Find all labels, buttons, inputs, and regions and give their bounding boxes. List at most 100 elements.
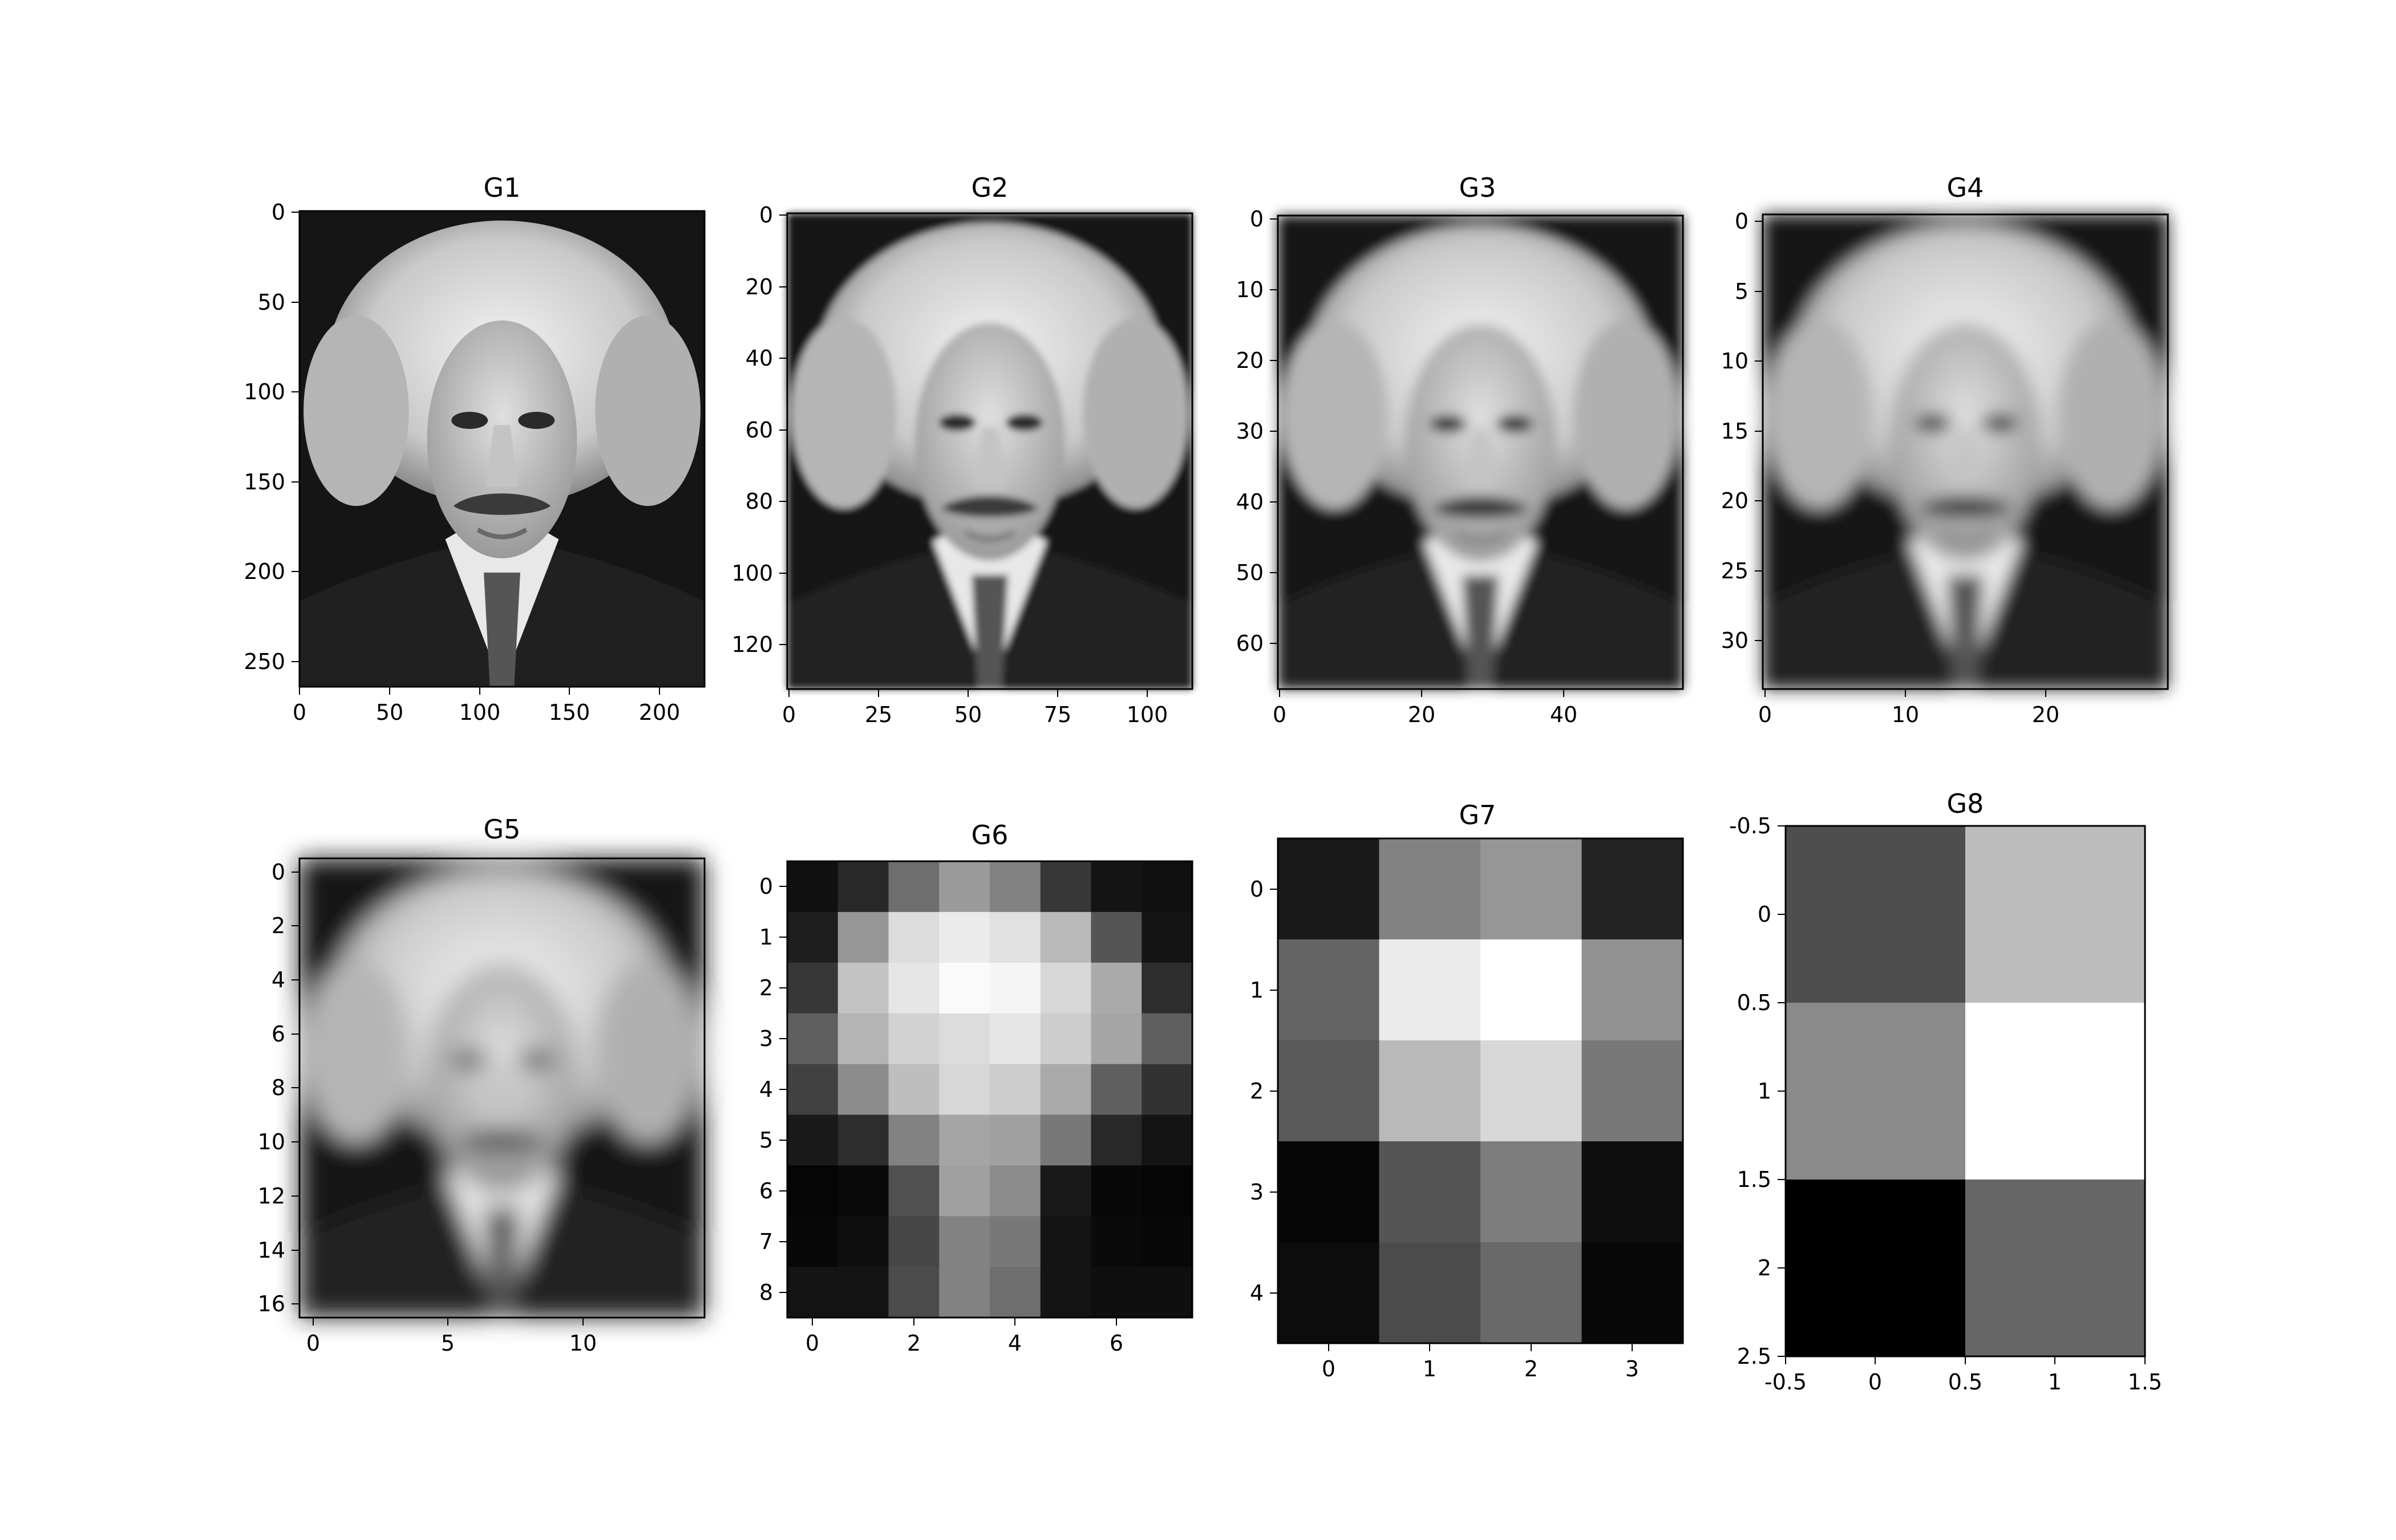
g3-ytick-label: 60 [1236,631,1264,656]
g8-ytick-label: 0.5 [1737,990,1771,1015]
subplot-g6: G6 0 2 4 6 0 1 2 3 4 5 6 7 8 [759,820,1193,1356]
heatmap-cell [1040,1165,1092,1217]
g6-yticks: 0 1 2 3 4 5 6 7 8 [759,874,787,1305]
g6-title: G6 [972,820,1009,850]
heatmap-cell [888,1267,940,1318]
g8-ytick-label: 2 [1758,1255,1771,1280]
g4-image [1763,214,2168,689]
heatmap-cell [1142,1064,1193,1116]
g8-yticks: -0.5 0 0.5 1 1.5 2 2.5 [1729,813,1786,1369]
heatmap-cell [990,1216,1041,1267]
g8-title: G8 [1947,788,1984,819]
g4-axes-frame [1762,213,2169,690]
heatmap-cell [1965,1180,2146,1357]
heatmap-cell [837,1267,889,1318]
heatmap-cell [1040,962,1092,1014]
heatmap-cell [888,1013,940,1065]
heatmap-cell [1278,1040,1380,1142]
g8-xtick-label: 1 [2048,1369,2062,1395]
heatmap-cell [1278,838,1380,940]
g6-ytick-label: 7 [759,1229,773,1254]
g1-image [300,211,705,687]
g7-yticks: 0 1 2 3 4 [1250,877,1278,1306]
heatmap-cell [1091,1216,1142,1267]
g5-yticks: 0 2 4 6 8 10 12 14 16 [258,860,300,1316]
heatmap-cell [939,1267,990,1318]
subplot-g7: G7 0 1 2 3 0 1 2 3 4 [1250,800,1684,1381]
g2-xtick-label: 100 [1127,702,1168,727]
g1-xtick-label: 200 [639,700,681,725]
g3-ytick-label: 50 [1236,560,1264,585]
heatmap-cell [888,1115,940,1166]
heatmap-cell [1581,1242,1683,1344]
g5-ytick-label: 16 [258,1291,285,1316]
g8-ytick-label: 0 [1758,902,1771,927]
heatmap-cell [1091,1115,1142,1166]
g7-ytick-label: 2 [1250,1079,1264,1104]
g1-xtick-label: 50 [376,700,403,725]
heatmap-cell [888,1216,940,1267]
g2-ytick-label: 100 [731,561,773,586]
g1-yticks: 0 50 100 150 200 250 [244,200,300,674]
g7-xtick-label: 1 [1423,1356,1436,1381]
g2-ytick-label: 20 [746,274,773,299]
g5-ytick-label: 2 [272,913,285,938]
g6-heatmap-cells [787,861,1193,1318]
heatmap-cell [939,861,990,913]
g6-ytick-label: 5 [759,1128,773,1153]
g3-xtick-label: 40 [1550,702,1577,727]
g3-axes-frame [1277,214,1684,690]
heatmap-cell [939,1013,990,1065]
heatmap-cell [787,1115,839,1166]
heatmap-cell [1786,826,1966,1003]
heatmap-cell [1278,1141,1380,1243]
subplot-g5: G5 0 5 10 0 2 4 6 8 10 12 14 16 [258,814,706,1356]
g1-xticks: 0 50 100 150 200 [293,687,680,725]
heatmap-cell [1480,939,1583,1041]
heatmap-cell [939,1216,990,1267]
heatmap-cell [787,1216,839,1267]
g8-heatmap-cells [1786,826,2146,1357]
heatmap-cell [1091,1165,1142,1217]
heatmap-cell [1040,1064,1092,1116]
heatmap-cell [1091,1013,1142,1065]
g7-title: G7 [1459,800,1496,830]
heatmap-cell [1142,1013,1193,1065]
g3-xtick-label: 20 [1408,702,1435,727]
g2-ytick-label: 80 [746,489,773,514]
subplot-g1: G1 0 50 100 150 200 0 50 100 150 200 250 [244,172,706,725]
g8-xticks: -0.5 0 0.5 1 1.5 [1764,1356,2162,1395]
heatmap-cell [1091,1267,1142,1318]
heatmap-cell [1091,861,1142,913]
heatmap-cell [990,1267,1041,1318]
heatmap-cell [990,1013,1041,1065]
g4-ytick-label: 10 [1721,348,1749,374]
g4-ytick-label: 30 [1721,628,1749,653]
g7-ytick-label: 3 [1250,1180,1264,1205]
heatmap-cell [1278,939,1380,1041]
g3-ytick-label: 30 [1236,419,1264,444]
g3-title: G3 [1459,172,1496,203]
heatmap-cell [990,962,1041,1014]
g2-xtick-label: 75 [1044,702,1071,727]
heatmap-cell [888,1064,940,1116]
g3-ytick-label: 20 [1236,348,1264,373]
g1-axes-frame [298,210,706,688]
heatmap-cell [990,911,1041,963]
g3-ytick-label: 10 [1236,277,1264,302]
subplot-g4: G4 0 10 20 0 5 10 15 20 25 30 [1721,172,2169,727]
heatmap-cell [1142,962,1193,1014]
g8-ytick-label: 1 [1758,1079,1771,1104]
g1-ytick-label: 250 [244,649,285,674]
g8-xtick-label: 1.5 [2128,1369,2162,1395]
heatmap-cell [1581,1141,1683,1243]
heatmap-cell [787,911,839,963]
heatmap-cell [787,1267,839,1318]
heatmap-cell [1142,1115,1193,1166]
heatmap-cell [888,911,940,963]
g5-ytick-label: 4 [272,967,285,992]
heatmap-cell [1040,861,1092,913]
heatmap-cell [1786,1180,1966,1357]
g4-ytick-label: 5 [1735,279,1749,304]
heatmap-cell [1040,1013,1092,1065]
